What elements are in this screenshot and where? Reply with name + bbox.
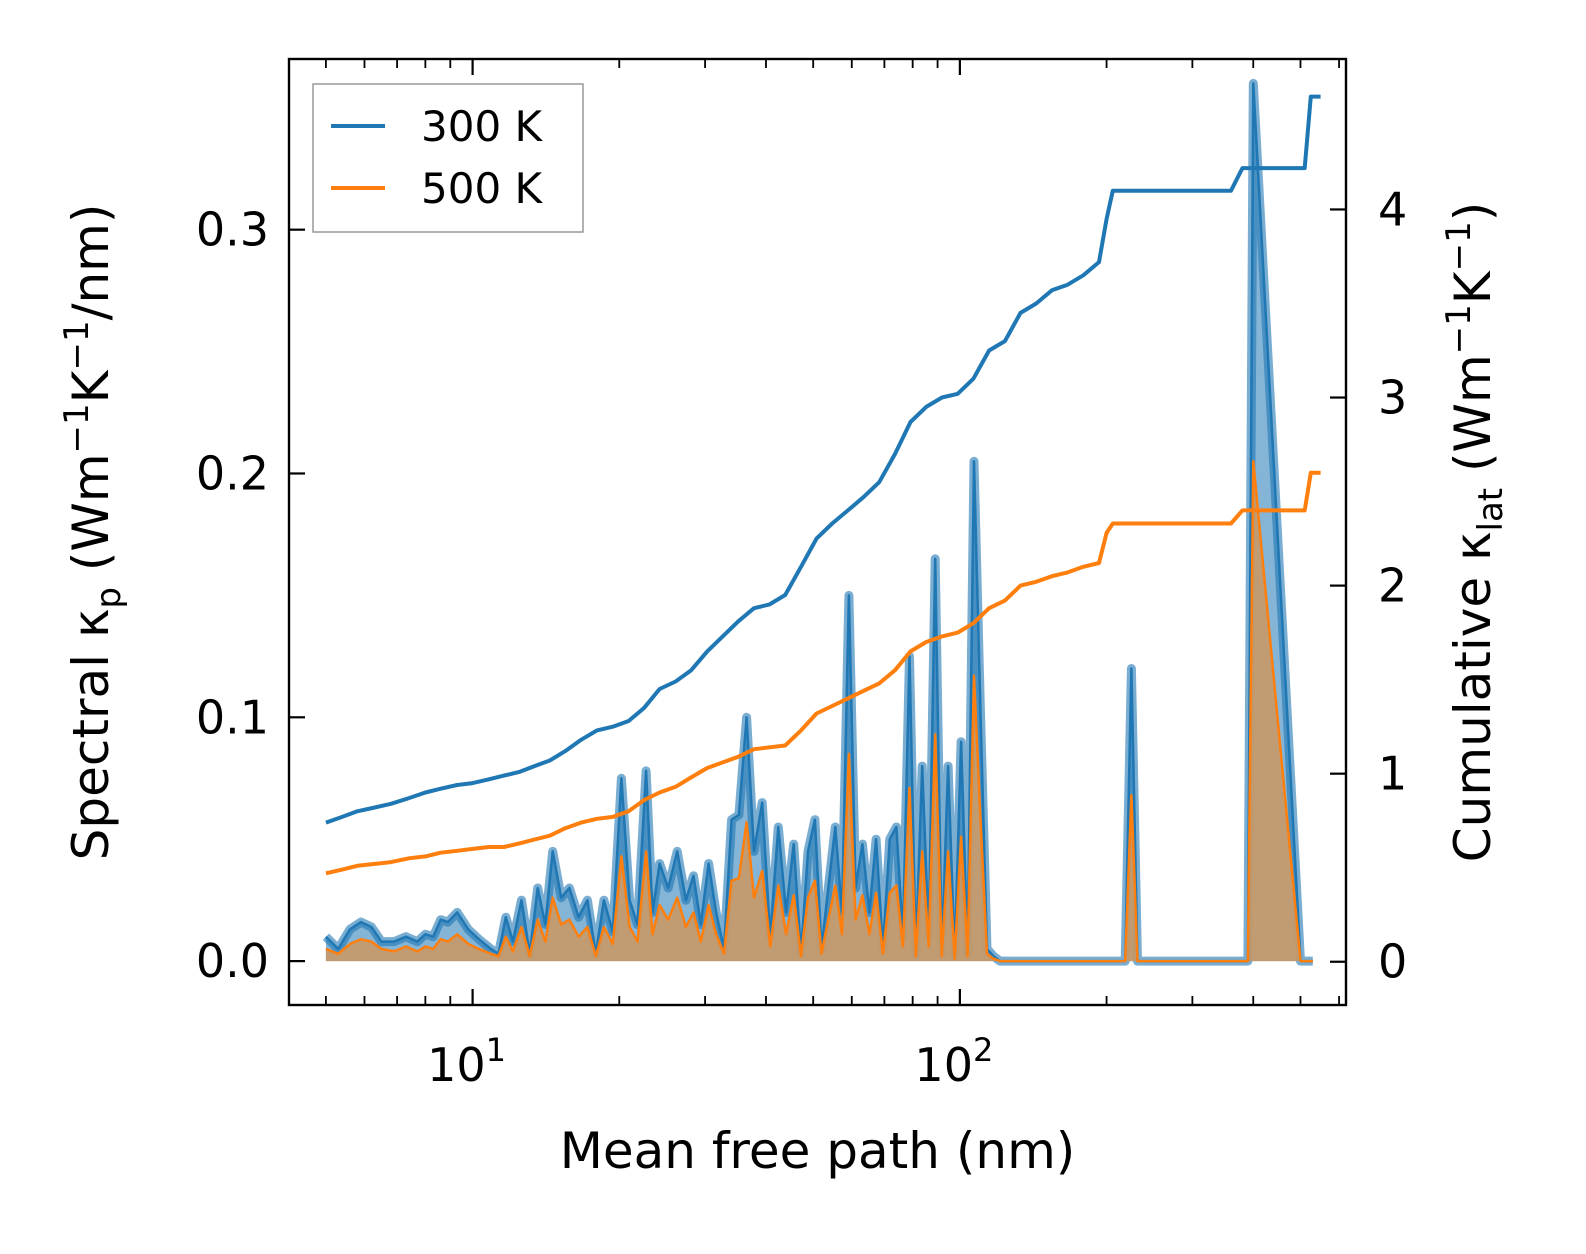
y-right-axis-label-part: (Wm [1444,354,1502,488]
y-left-tick-label: 0.0 [196,934,269,988]
legend-label: 500 K [421,164,544,213]
legend-box [312,83,584,233]
y-left-axis-label-part: Spectral κ [62,609,120,861]
spectral-500k-line [325,460,1313,963]
y-left-axis-label-part: /nm) [62,204,120,321]
y-left-axis-label-part: −1 [57,403,97,453]
y-left-tick-label: 0.3 [196,203,269,257]
spectral-fills [322,78,1314,966]
y-left-tick-label: 0.1 [196,690,269,744]
y-right-tick-label: 0 [1378,935,1407,989]
y-left-axis-label: Spectral κp (Wm−1K−1/nm) [57,204,129,861]
x-tick-exp: 1 [486,1031,506,1069]
y-left-axis-label-part: (Wm [62,453,120,587]
x-tick-base: 10 [914,1038,973,1092]
y-right-axis-label: Cumulative κlat (Wm−1K−1) [1439,202,1511,862]
y-right-axis-label-part: ) [1444,202,1502,222]
y-right-tick-label: 4 [1378,182,1407,236]
y-right-axis-label-part: −1 [1439,221,1479,271]
y-left-axis-label-part: p [89,587,129,609]
cumulative-300k-line [325,94,1321,825]
legend: 300 K 500 K [312,83,584,233]
plot-frame [287,57,1348,1007]
series-lines [325,94,1321,876]
x-axis-label: Mean free path (nm) [560,1122,1076,1180]
axis-ticks [289,59,1346,1005]
y-left-axis-label-part: K [62,369,120,403]
x-tick-base: 10 [427,1038,486,1092]
y-left-tick-label: 0.2 [196,446,269,500]
legend-label: 300 K [421,102,544,151]
x-tick-label: 102 [914,1031,993,1092]
y-right-axis-label-part: lat [1471,488,1511,532]
y-right-axis-label-part: Cumulative κ [1444,531,1502,862]
cumulative-500k-line [325,470,1321,876]
y-right-tick-label: 2 [1378,559,1407,613]
y-left-axis-label-part: −1 [57,320,97,370]
x-tick-label: 101 [427,1031,506,1092]
y-right-tick-label: 3 [1378,371,1407,425]
y-right-tick-label: 1 [1378,747,1407,801]
y-right-axis-label-part: −1 [1439,304,1479,354]
x-tick-exp: 2 [973,1031,993,1069]
y-right-axis-label-part: K [1444,270,1502,304]
